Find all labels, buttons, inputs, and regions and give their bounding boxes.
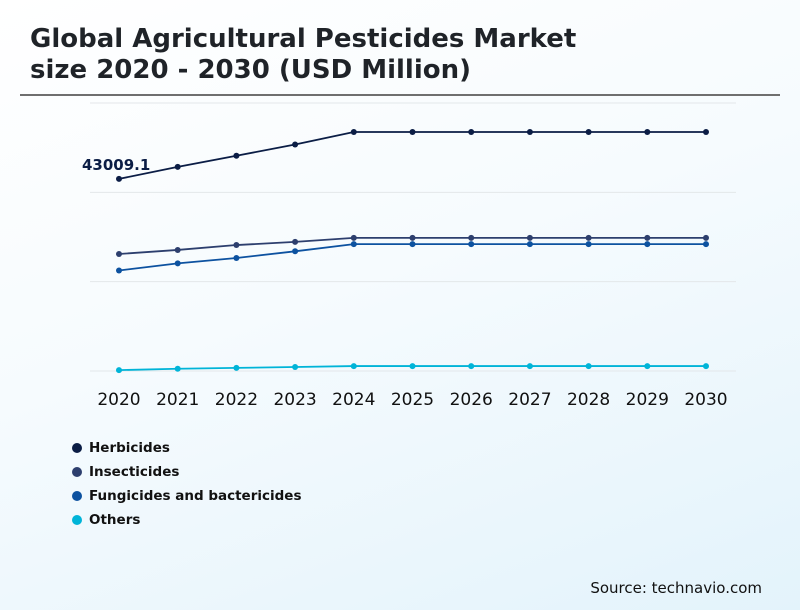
x-tick-label: 2027 — [508, 390, 551, 410]
data-point — [409, 129, 416, 136]
data-point — [292, 238, 299, 245]
data-point — [585, 241, 592, 248]
data-point — [233, 254, 240, 261]
x-tick-label: 2024 — [332, 390, 375, 410]
x-axis-ticks: 2020 2021 2022 2023 2024 2025 2026 2027 2028 2029… — [97, 390, 727, 410]
data-point — [174, 365, 181, 372]
series-insecticides — [116, 234, 709, 257]
data-point — [703, 129, 709, 136]
data-point — [526, 363, 533, 370]
data-point — [292, 141, 299, 148]
data-point — [468, 234, 475, 241]
data-label-start-value: 43009.1 — [82, 156, 150, 174]
annotations: 43009.1 — [82, 156, 150, 174]
x-tick-label: 2023 — [273, 390, 316, 410]
legend-marker-icon — [72, 515, 82, 525]
data-point — [644, 363, 651, 370]
series-others — [116, 363, 709, 374]
data-point — [233, 242, 240, 249]
data-point — [585, 234, 592, 241]
x-tick-label: 2029 — [626, 390, 669, 410]
source-note: Source: technavio.com — [590, 579, 762, 597]
data-point — [116, 267, 122, 274]
chart-title-line-2: size 2020 - 2030 (USD Million) — [30, 55, 472, 85]
data-point — [292, 248, 299, 255]
data-point — [350, 241, 357, 248]
data-point — [292, 363, 299, 370]
data-point — [116, 367, 122, 374]
legend-label: Insecticides — [89, 464, 180, 480]
data-point — [526, 129, 533, 136]
data-point — [174, 163, 181, 170]
data-point — [409, 363, 416, 370]
legend-label: Others — [89, 512, 141, 528]
data-point — [409, 241, 416, 248]
line-chart: 2020 2021 2022 2023 2024 2025 2026 2027 2028 2029… — [82, 102, 736, 410]
x-tick-label: 2026 — [450, 390, 493, 410]
data-point — [644, 129, 651, 136]
legend-item: Others — [72, 508, 302, 532]
data-point — [350, 129, 357, 136]
legend-item: Fungicides and bactericides — [72, 484, 302, 508]
x-tick-label: 2022 — [215, 390, 258, 410]
x-tick-label: 2030 — [684, 390, 727, 410]
data-point — [703, 363, 709, 370]
legend: Herbicides Insecticides Fungicides and bac… — [72, 436, 302, 532]
x-tick-label: 2021 — [156, 390, 199, 410]
data-point — [116, 175, 122, 182]
x-tick-label: 2028 — [567, 390, 610, 410]
data-point — [233, 364, 240, 371]
data-point — [644, 241, 651, 248]
series-line-0 — [118, 131, 706, 180]
legend-marker-icon — [72, 443, 82, 453]
data-point — [644, 234, 651, 241]
data-point — [116, 250, 122, 257]
data-point — [703, 241, 709, 248]
data-point — [585, 129, 592, 136]
chart-title: Global Agricultural Pesticides Market si… — [30, 24, 576, 86]
data-point — [468, 363, 475, 370]
legend-item: Insecticides — [72, 460, 302, 484]
legend-marker-icon — [72, 491, 82, 501]
series-fungicides-and-bactericides — [116, 241, 709, 274]
legend-label: Fungicides and bactericides — [89, 488, 302, 504]
data-point — [703, 234, 709, 241]
data-point — [526, 234, 533, 241]
data-point — [468, 129, 475, 136]
series-herbicides — [116, 129, 709, 182]
x-tick-label: 2025 — [391, 390, 434, 410]
data-point — [174, 246, 181, 253]
title-divider — [20, 94, 780, 96]
data-point — [233, 152, 240, 159]
legend-marker-icon — [72, 467, 82, 477]
x-tick-label: 2020 — [97, 390, 140, 410]
data-point — [350, 234, 357, 241]
chart-title-line-1: Global Agricultural Pesticides Market — [30, 24, 577, 54]
data-point — [526, 241, 533, 248]
data-point — [174, 260, 181, 267]
legend-label: Herbicides — [89, 440, 170, 456]
legend-item: Herbicides — [72, 436, 302, 460]
series-layer — [116, 129, 709, 374]
gridlines — [90, 102, 736, 372]
data-point — [468, 241, 475, 248]
data-point — [585, 363, 592, 370]
data-point — [409, 234, 416, 241]
data-point — [350, 363, 357, 370]
